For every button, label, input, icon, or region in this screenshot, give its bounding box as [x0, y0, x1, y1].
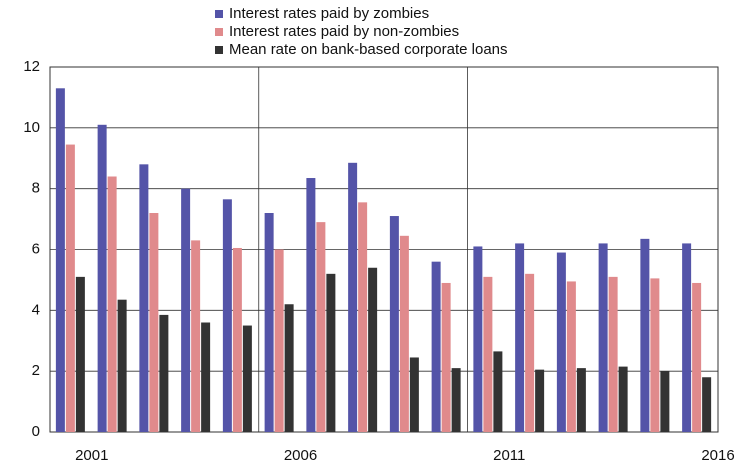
bar [451, 368, 461, 432]
bar [358, 202, 368, 432]
bar [232, 247, 242, 432]
bar [117, 299, 127, 432]
bar [274, 249, 284, 432]
bar [55, 88, 65, 433]
bar [682, 243, 692, 432]
bar [159, 314, 169, 432]
y-tick-label: 4 [32, 301, 40, 318]
bar [149, 213, 159, 432]
x-tick-label: 2006 [284, 447, 317, 464]
y-tick-label: 6 [32, 240, 40, 257]
legend-swatch [215, 28, 223, 36]
bar [348, 162, 358, 432]
y-tick-label: 0 [32, 423, 40, 440]
bar [75, 276, 85, 432]
bar [242, 325, 252, 432]
bar [191, 240, 201, 432]
bar [316, 222, 326, 432]
x-tick-label: 2001 [75, 447, 108, 464]
bar [483, 276, 493, 432]
y-tick-label: 10 [23, 119, 40, 136]
bar [97, 124, 107, 433]
bar [409, 357, 419, 432]
bar [473, 246, 483, 432]
bar [535, 369, 545, 432]
bar [264, 213, 274, 432]
x-tick-label: 2011 [493, 447, 525, 464]
bar [306, 178, 316, 432]
legend-label: Interest rates paid by non-zombies [229, 23, 459, 40]
bar [566, 281, 576, 432]
y-tick-label: 8 [32, 180, 40, 197]
bar [181, 188, 191, 432]
bar [515, 243, 525, 432]
x-tick-label: 2016 [701, 447, 734, 464]
bar [608, 276, 618, 432]
bar [139, 164, 149, 433]
bar [222, 199, 232, 432]
bar [702, 377, 712, 432]
legend-swatch [215, 46, 223, 54]
legend-label: Mean rate on bank-based corporate loans [229, 41, 508, 58]
bar [284, 304, 294, 432]
bar [201, 322, 211, 432]
bar [389, 216, 399, 432]
bar [107, 176, 117, 432]
bar [326, 273, 336, 432]
bar [640, 238, 650, 432]
bar [493, 351, 503, 432]
y-tick-label: 2 [32, 362, 40, 379]
legend-swatch [215, 10, 223, 18]
bar [692, 282, 702, 432]
bar [598, 243, 608, 432]
bar [65, 144, 75, 432]
bar [618, 366, 628, 432]
bar [525, 273, 535, 432]
bar [650, 278, 660, 432]
legend-label: Interest rates paid by zombies [229, 5, 429, 22]
y-tick-label: 12 [23, 58, 40, 75]
bar [660, 371, 670, 432]
bar [441, 282, 451, 432]
bar [431, 261, 441, 432]
bar [556, 252, 566, 432]
bar [368, 267, 378, 432]
bar [399, 235, 409, 432]
bar [576, 368, 586, 432]
